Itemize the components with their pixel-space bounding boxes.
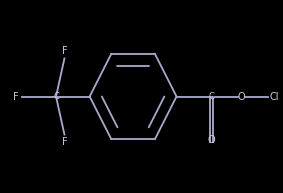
Text: C: C: [209, 92, 215, 101]
Text: O: O: [237, 91, 245, 102]
Text: O: O: [208, 135, 215, 145]
Text: C: C: [53, 92, 59, 101]
Text: F: F: [12, 91, 18, 102]
Text: F: F: [62, 137, 67, 147]
Text: Cl: Cl: [269, 91, 278, 102]
Text: F: F: [62, 46, 67, 56]
